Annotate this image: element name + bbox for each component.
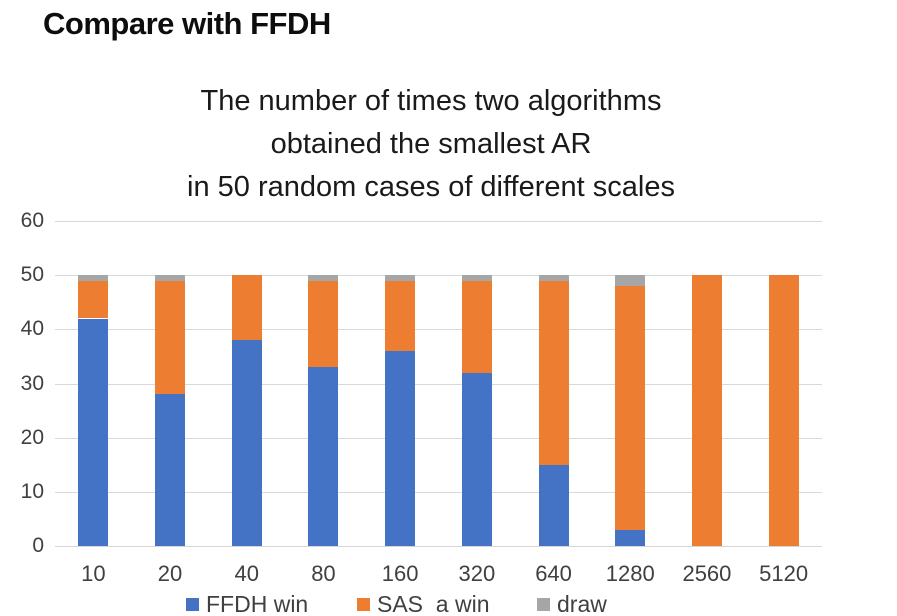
x-tick-label: 10 — [81, 561, 106, 586]
bar-segment-ffdh-win — [231, 340, 262, 546]
bar-segment-ffdh-win — [615, 529, 646, 546]
bar-segment-draw — [78, 275, 109, 281]
chart-title: The number of times two algorithms obtai… — [48, 80, 814, 209]
gridline — [55, 275, 822, 277]
chart-title-line: obtained the smallest AR — [270, 128, 592, 160]
bar-segment-ffdh-win — [308, 367, 339, 546]
bar-segment-ffdh-win — [155, 394, 186, 546]
chart-title-line: The number of times two algorithms — [200, 85, 662, 117]
gridline — [55, 221, 822, 222]
bar-segment-sas-a-win — [385, 280, 416, 351]
legend-label: FFDH win — [206, 591, 309, 616]
y-tick-label: 50 — [20, 263, 44, 287]
legend-swatch-icon — [357, 598, 370, 611]
bar-segment-ffdh-win — [78, 318, 109, 546]
bar-segment-sas-a-win — [155, 280, 186, 395]
bar-segment-sas-a-win — [538, 280, 569, 465]
y-tick-label: 30 — [20, 371, 44, 395]
slide-title: Compare with FFDH — [43, 6, 331, 41]
y-tick-label: 60 — [20, 209, 44, 232]
x-axis-line — [55, 546, 822, 547]
bar-segment-draw — [461, 275, 492, 281]
bar-segment-ffdh-win — [538, 464, 569, 546]
x-tick-label: 320 — [458, 561, 496, 586]
gridline — [55, 383, 822, 385]
x-tick-label: 20 — [157, 561, 183, 586]
x-tick-label: 2560 — [682, 561, 732, 586]
x-tick-label: 640 — [535, 561, 572, 586]
gridline — [55, 329, 822, 331]
bar-segment-sas-a-win — [308, 280, 339, 368]
y-tick-label: 40 — [20, 317, 44, 341]
legend-label: draw — [557, 591, 607, 616]
legend-swatch-icon — [186, 598, 199, 611]
bar-segment-draw — [385, 275, 416, 281]
legend-item-ffdh-win: FFDH win — [186, 591, 356, 616]
gridline — [55, 491, 822, 493]
x-tick-label: 160 — [381, 561, 419, 586]
bar-segment-sas-a-win — [691, 275, 722, 546]
bar-segment-ffdh-win — [385, 351, 416, 546]
y-tick-label: 10 — [20, 479, 44, 503]
y-tick-label: 0 — [32, 534, 44, 557]
legend-label: SAS a win — [377, 591, 490, 616]
bar-segment-draw — [155, 275, 186, 281]
y-tick-label: 20 — [20, 425, 44, 449]
bar-segment-sas-a-win — [615, 286, 646, 530]
x-tick-label: 40 — [234, 561, 259, 586]
x-tick-label: 80 — [311, 561, 336, 586]
legend-item-sas-a-win: SAS a win — [357, 591, 527, 616]
legend-swatch-icon — [537, 598, 550, 611]
bar-segment-sas-a-win — [78, 280, 109, 319]
x-tick-label: 1280 — [605, 561, 655, 586]
bar-segment-draw — [308, 275, 339, 281]
legend-item-draw: draw — [537, 591, 707, 616]
bar-segment-sas-a-win — [461, 280, 492, 373]
bar-segment-sas-a-win — [768, 275, 799, 546]
bar-segment-draw — [538, 275, 569, 281]
chart-title-line: in 50 random cases of different scales — [187, 171, 675, 203]
bar-segment-sas-a-win — [231, 275, 262, 341]
bar-segment-ffdh-win — [461, 372, 492, 546]
x-tick-label: 5120 — [759, 561, 809, 586]
gridline — [55, 437, 822, 439]
bar-segment-draw — [615, 275, 646, 286]
